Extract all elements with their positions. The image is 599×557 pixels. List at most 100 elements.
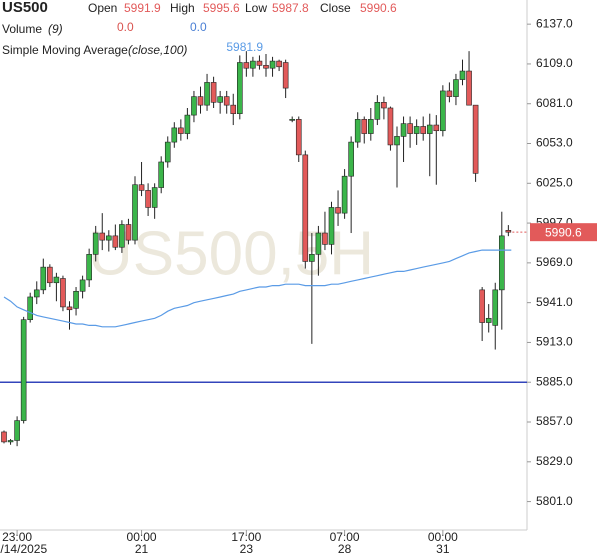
candle-body: [178, 127, 184, 134]
volume-value: 0.0: [190, 20, 207, 34]
candle-body: [112, 235, 119, 248]
legend-value: 5990.6: [360, 1, 397, 15]
sma-params: (close,100): [128, 43, 187, 57]
x-tick-time: 00:00: [428, 530, 458, 544]
candle-body: [86, 254, 92, 281]
candle-body: [433, 124, 440, 132]
candle-body: [250, 60, 256, 69]
x-tick-time: 00:00: [127, 530, 157, 544]
legend-label: Open: [88, 1, 117, 15]
y-tick-label: 6025.0: [536, 175, 573, 189]
candle-body: [27, 296, 34, 321]
x-tick-time: 23:00: [2, 530, 32, 544]
candle-body: [33, 289, 40, 298]
candle-body: [354, 119, 361, 143]
last-price-label: 5990.6: [545, 225, 582, 239]
candle-body: [440, 90, 446, 132]
candle-body: [66, 306, 73, 311]
candle-body: [322, 232, 328, 245]
candle-body: [125, 224, 132, 241]
candle-body: [79, 279, 86, 292]
candle-body: [374, 102, 381, 120]
header: Open 5991.9 High 5995.6 Low 5987.8 Close 5990.6…: [2, 1, 397, 57]
candle-body: [459, 70, 466, 80]
sma-label: Simple Moving Average: [2, 43, 128, 57]
legend-label: High: [170, 1, 195, 15]
y-tick-label: 5913.0: [536, 335, 573, 349]
candle-body: [73, 290, 79, 309]
candle-body: [302, 154, 309, 262]
candle-body: [289, 119, 296, 121]
candle-body: [485, 317, 492, 323]
candle-body: [184, 114, 191, 134]
y-tick-label: 5829.0: [536, 454, 573, 468]
y-tick-label: 5941.0: [536, 295, 573, 309]
candle-body: [119, 224, 125, 248]
candle-body: [92, 232, 99, 255]
candle-body: [341, 175, 348, 214]
candle-body: [413, 126, 420, 134]
candle-body: [230, 104, 237, 114]
candle-body: [263, 65, 269, 69]
x-tick-date: 01/14/2025: [0, 542, 47, 556]
candle-body: [407, 123, 413, 134]
candle-body: [171, 127, 178, 143]
candle-body: [151, 187, 158, 208]
candle-body: [197, 96, 204, 106]
candle-body: [453, 79, 459, 97]
candle-body: [158, 161, 164, 188]
symbol-title: US500: [2, 0, 48, 16]
legend-label: Close: [320, 1, 351, 15]
candle-body: [269, 60, 276, 69]
candle-body: [498, 235, 505, 291]
legend-value: 5995.6: [203, 1, 240, 15]
candle-body: [14, 420, 20, 441]
candle-body: [466, 70, 472, 106]
candle-body: [256, 60, 263, 66]
candle-body: [191, 96, 197, 116]
candle-body: [400, 123, 407, 137]
candle-body: [217, 96, 223, 103]
x-tick-time: 17:00: [231, 530, 261, 544]
candle-body: [492, 289, 499, 326]
candle-body: [505, 230, 512, 233]
x-tick-date: 28: [338, 542, 352, 556]
candle-body: [426, 124, 433, 134]
y-tick-label: 5969.0: [536, 255, 573, 269]
legend-value: 5987.8: [272, 1, 309, 15]
max-label: 5981.9: [226, 40, 263, 54]
x-tick-date: 21: [135, 542, 149, 556]
candle-body: [223, 96, 230, 106]
candle-body: [381, 102, 387, 109]
candle-body: [7, 440, 14, 443]
legend-label: Low: [245, 1, 267, 15]
candle-body: [60, 278, 66, 308]
candle-body: [53, 276, 60, 284]
candle-body: [446, 90, 453, 97]
candle-body: [47, 266, 53, 284]
candle-body: [132, 184, 138, 241]
volume-value: 0.0: [117, 20, 134, 34]
candle-body: [237, 62, 243, 114]
candle-body: [164, 141, 171, 163]
candle-body: [315, 232, 322, 255]
x-tick-date: 31: [436, 542, 450, 556]
y-tick-label: 5885.0: [536, 374, 573, 388]
volume-label: Volume: [2, 22, 42, 36]
y-tick-label: 5857.0: [536, 414, 573, 428]
candle-body: [361, 119, 368, 134]
y-tick-label: 6137.0: [536, 16, 573, 30]
candle-body: [138, 184, 145, 191]
y-tick-label: 6109.0: [536, 56, 573, 70]
last-price-box: [530, 223, 597, 242]
candle-body: [145, 190, 151, 208]
x-tick-date: 23: [240, 542, 254, 556]
candle-body: [387, 107, 394, 146]
volume-params: (9): [48, 22, 63, 36]
candle-body: [309, 254, 315, 262]
candle-body: [472, 104, 479, 174]
candle-body: [479, 289, 485, 323]
candle-body: [106, 235, 112, 241]
candle-body: [328, 207, 335, 245]
sma-line: [3, 249, 512, 328]
